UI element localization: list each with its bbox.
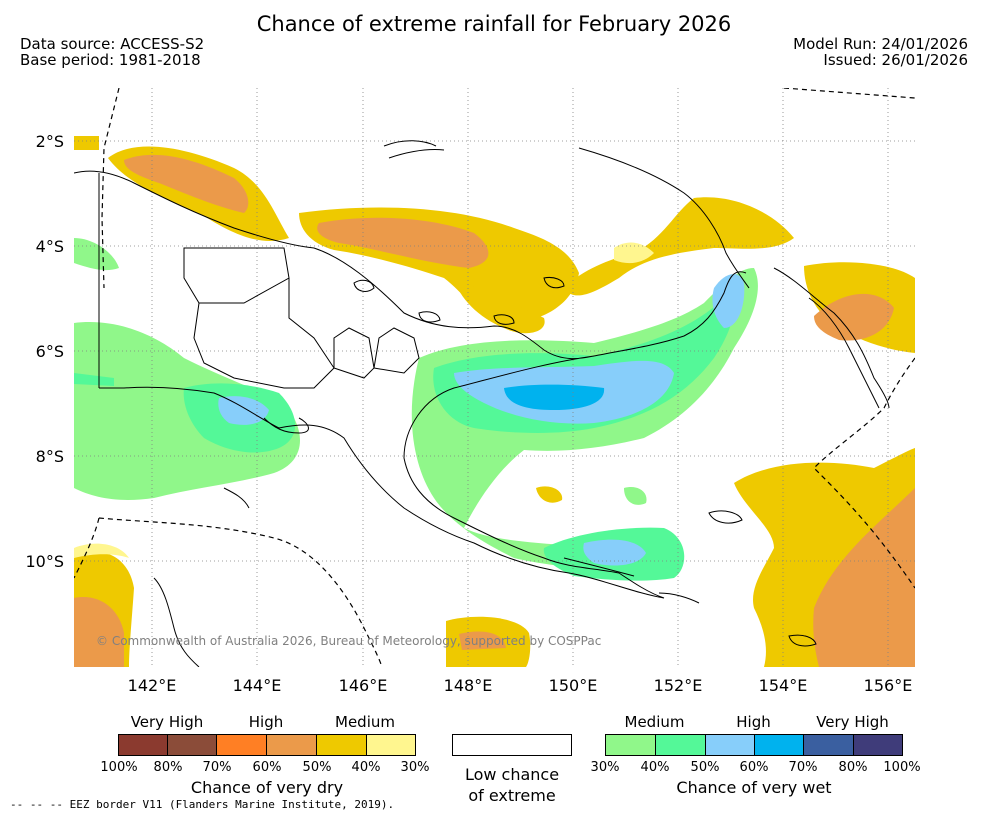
dry-tick: 50% bbox=[302, 760, 332, 775]
lat-label: 8°S bbox=[35, 447, 64, 466]
dry-tick: 40% bbox=[351, 760, 381, 775]
new-guinea-coast bbox=[74, 170, 665, 599]
lon-label: 154°E bbox=[758, 676, 808, 695]
wet-swatch bbox=[754, 734, 804, 756]
dry-head-medium: Medium bbox=[335, 713, 395, 731]
rainfall-map bbox=[74, 88, 915, 667]
lon-label: 150°E bbox=[548, 676, 598, 695]
dry-swatch bbox=[167, 734, 217, 756]
low-chance-swatch bbox=[452, 734, 572, 756]
dry-legend-title: Chance of very dry bbox=[190, 778, 344, 797]
lat-label: 2°S bbox=[35, 132, 64, 151]
new-britain-coast bbox=[593, 271, 747, 357]
eez-border-note: -- -- -- EEZ border V11 (Flanders Marine… bbox=[10, 798, 395, 811]
wet-swatch bbox=[705, 734, 755, 756]
dry-tick: 80% bbox=[153, 760, 183, 775]
wet-swatch bbox=[803, 734, 854, 756]
wet-tick: 100% bbox=[883, 760, 921, 775]
wet-swatch bbox=[853, 734, 903, 756]
wet-head-very-high: Very High bbox=[816, 713, 889, 731]
wet-regions bbox=[74, 238, 758, 581]
dry-tick: 30% bbox=[400, 760, 430, 775]
copyright-notice: © Commonwealth of Australia 2026, Bureau… bbox=[96, 634, 602, 648]
new-ireland-coast bbox=[578, 147, 750, 289]
coastlines bbox=[74, 140, 890, 667]
dry-regions bbox=[74, 136, 915, 667]
wet-swatch bbox=[655, 734, 706, 756]
meta-right: Model Run: 24/01/2026 Issued: 26/01/2026 bbox=[793, 36, 968, 68]
lon-label: 156°E bbox=[863, 676, 913, 695]
dry-swatch bbox=[316, 734, 367, 756]
wet-tick: 40% bbox=[640, 760, 670, 775]
lon-label: 144°E bbox=[232, 676, 282, 695]
lon-label: 146°E bbox=[338, 676, 388, 695]
map-grid bbox=[74, 88, 915, 667]
wet-tick: 70% bbox=[788, 760, 818, 775]
bougainville-coast bbox=[808, 297, 880, 409]
lat-label: 6°S bbox=[35, 342, 64, 361]
lat-label: 4°S bbox=[35, 237, 64, 256]
meta-left: Data source: ACCESS-S2 Base period: 1981… bbox=[20, 36, 204, 68]
dry-region-north-coast-core bbox=[124, 154, 249, 213]
base-period: Base period: 1981-2018 bbox=[20, 51, 201, 69]
lon-label: 152°E bbox=[653, 676, 703, 695]
dry-swatch bbox=[366, 734, 416, 756]
dry-head-high: High bbox=[248, 713, 284, 731]
dry-tick: 60% bbox=[252, 760, 282, 775]
lon-label: 148°E bbox=[443, 676, 493, 695]
issued-date: Issued: 26/01/2026 bbox=[823, 51, 968, 69]
wet-tick: 30% bbox=[590, 760, 620, 775]
wet-head-high: High bbox=[736, 713, 771, 731]
dry-head-very-high: Very High bbox=[130, 713, 204, 731]
lon-label: 142°E bbox=[127, 676, 177, 695]
wet-tick: 80% bbox=[838, 760, 868, 775]
wet-legend-title: Chance of very wet bbox=[676, 778, 832, 797]
wet-tick: 50% bbox=[690, 760, 720, 775]
model-run: Model Run: 24/01/2026 bbox=[793, 35, 968, 53]
eez-borders bbox=[74, 88, 915, 667]
dry-tick: 70% bbox=[202, 760, 232, 775]
wet-swatch bbox=[605, 734, 656, 756]
low-chance-label: Low chance of extreme bbox=[452, 764, 572, 806]
data-source: Data source: ACCESS-S2 bbox=[20, 35, 205, 53]
dry-swatch bbox=[216, 734, 267, 756]
low-chance-line2: of extreme bbox=[468, 786, 556, 805]
wet-head-medium: Medium bbox=[624, 713, 685, 731]
dry-tick: 100% bbox=[100, 760, 138, 775]
dry-swatch bbox=[266, 734, 317, 756]
low-chance-line1: Low chance bbox=[464, 765, 560, 784]
wet-tick: 60% bbox=[739, 760, 769, 775]
lat-label: 10°S bbox=[25, 552, 64, 571]
chart-title: Chance of extreme rainfall for February … bbox=[256, 12, 732, 36]
dry-swatch bbox=[118, 734, 168, 756]
